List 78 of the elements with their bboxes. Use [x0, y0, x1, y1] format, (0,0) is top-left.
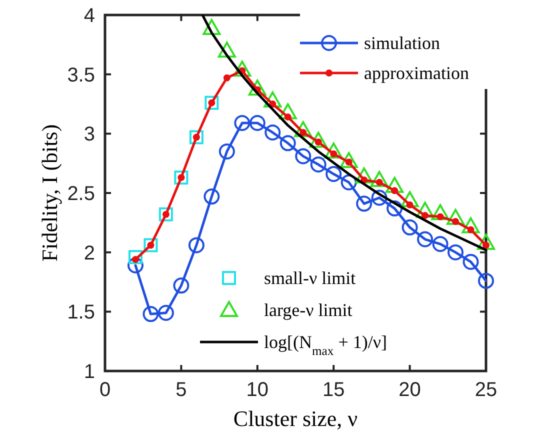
point	[355, 167, 374, 184]
y-tick-label: 1	[84, 361, 95, 383]
y-tick-label: 4	[84, 5, 95, 27]
point	[284, 114, 292, 121]
point	[462, 217, 480, 234]
point	[462, 254, 479, 270]
x-tick-label: 15	[322, 379, 345, 401]
point	[249, 114, 266, 131]
x-tick-label: 10	[246, 379, 269, 401]
point	[223, 74, 230, 82]
x-tick-label: 0	[99, 379, 111, 401]
point	[204, 96, 219, 110]
point	[370, 170, 388, 187]
y-tick-label: 2	[84, 242, 95, 264]
legend-label: simulation	[364, 33, 440, 53]
point	[452, 218, 460, 225]
point	[310, 156, 326, 173]
y-tick-label: 3.5	[67, 64, 95, 86]
point	[142, 306, 159, 322]
point	[340, 152, 358, 168]
x-tick-label: 25	[474, 379, 498, 401]
point	[467, 226, 474, 234]
point	[189, 130, 204, 144]
point	[158, 207, 173, 222]
point	[248, 80, 266, 96]
point	[295, 148, 312, 164]
point	[431, 204, 450, 220]
point	[402, 219, 418, 236]
point	[400, 191, 419, 208]
point	[218, 143, 235, 160]
point	[234, 114, 250, 131]
point	[416, 202, 434, 218]
y-tick-label: 3	[84, 124, 95, 146]
legend-label: log[(N$_{max}$ + 1)/ν]	[264, 332, 387, 358]
point	[309, 132, 328, 148]
x-tick-label: 20	[398, 379, 421, 401]
point	[264, 124, 281, 140]
point	[478, 272, 494, 289]
point	[127, 257, 144, 274]
point	[204, 188, 220, 205]
point	[324, 142, 343, 158]
legend-label: approximation	[364, 63, 469, 83]
point	[386, 176, 404, 193]
legend-label: large-ν limit	[264, 300, 352, 320]
point	[477, 234, 495, 250]
point	[294, 121, 312, 138]
point	[158, 304, 174, 321]
point	[417, 231, 434, 248]
point	[173, 278, 190, 294]
y-axis-title: Fidelity, I (bits)	[37, 124, 62, 262]
legend-label: small-ν limit	[264, 268, 356, 288]
point	[386, 200, 403, 216]
point	[446, 208, 465, 225]
point	[340, 174, 357, 190]
point	[174, 170, 188, 185]
point	[218, 42, 236, 58]
point	[356, 196, 372, 212]
point	[128, 250, 142, 264]
point	[144, 238, 158, 252]
point	[278, 103, 297, 120]
point	[371, 190, 388, 206]
point	[436, 213, 444, 220]
point	[448, 244, 464, 260]
point	[422, 212, 429, 220]
point	[326, 166, 342, 182]
x-axis-title: Cluster size, ν	[233, 406, 358, 431]
point	[406, 201, 414, 208]
point	[188, 237, 204, 254]
point	[376, 178, 383, 186]
point	[432, 236, 448, 252]
y-tick-label: 1.5	[67, 302, 95, 324]
point	[264, 91, 282, 108]
y-tick-label: 2.5	[67, 183, 95, 205]
point	[391, 187, 398, 194]
point	[280, 135, 296, 152]
point	[202, 19, 221, 36]
point	[233, 60, 252, 77]
x-tick-label: 5	[176, 379, 187, 401]
